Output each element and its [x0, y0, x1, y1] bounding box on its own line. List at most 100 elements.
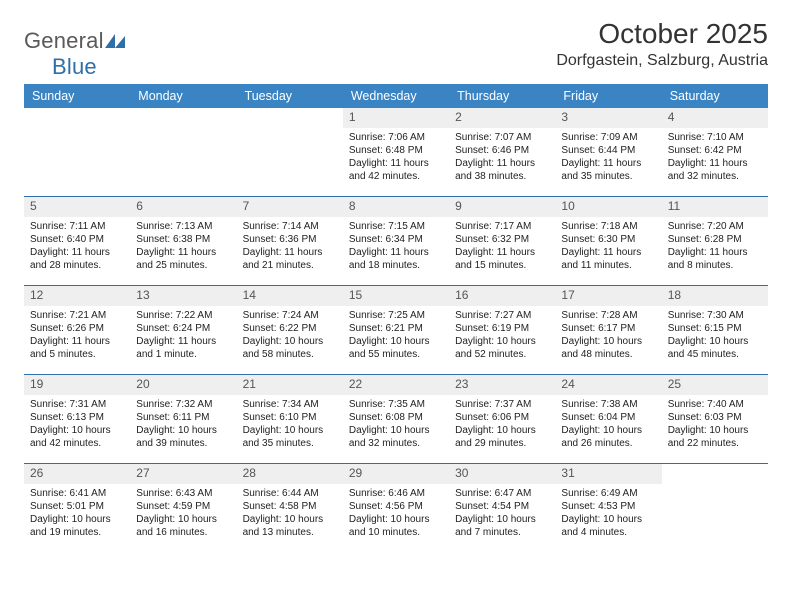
weekday-header: Tuesday — [237, 84, 343, 108]
page-header: GeneralBlue October 2025 Dorfgastein, Sa… — [24, 18, 768, 80]
day-number: 3 — [555, 108, 661, 128]
day-number: 15 — [343, 286, 449, 306]
daylight-text: Daylight: 10 hours and 35 minutes. — [243, 424, 337, 450]
calendar-page: GeneralBlue October 2025 Dorfgastein, Sa… — [0, 0, 792, 552]
calendar-day-cell: 23Sunrise: 7:37 AMSunset: 6:06 PMDayligh… — [449, 375, 555, 463]
sunset-text: Sunset: 6:26 PM — [30, 322, 124, 335]
weekday-header: Saturday — [662, 84, 768, 108]
daylight-text: Daylight: 10 hours and 22 minutes. — [668, 424, 762, 450]
sunset-text: Sunset: 6:32 PM — [455, 233, 549, 246]
calendar-day-cell: 5Sunrise: 7:11 AMSunset: 6:40 PMDaylight… — [24, 197, 130, 285]
sunrise-text: Sunrise: 7:14 AM — [243, 220, 337, 233]
day-number: 23 — [449, 375, 555, 395]
sunset-text: Sunset: 4:54 PM — [455, 500, 549, 513]
day-number: 1 — [343, 108, 449, 128]
sunset-text: Sunset: 6:11 PM — [136, 411, 230, 424]
sunrise-text: Sunrise: 6:47 AM — [455, 487, 549, 500]
daylight-text: Daylight: 11 hours and 38 minutes. — [455, 157, 549, 183]
daylight-text: Daylight: 10 hours and 7 minutes. — [455, 513, 549, 539]
sunset-text: Sunset: 6:24 PM — [136, 322, 230, 335]
daylight-text: Daylight: 11 hours and 5 minutes. — [30, 335, 124, 361]
daylight-text: Daylight: 10 hours and 29 minutes. — [455, 424, 549, 450]
calendar-week-row: 5Sunrise: 7:11 AMSunset: 6:40 PMDaylight… — [24, 196, 768, 285]
daylight-text: Daylight: 11 hours and 42 minutes. — [349, 157, 443, 183]
sunset-text: Sunset: 6:17 PM — [561, 322, 655, 335]
calendar-day-cell: 14Sunrise: 7:24 AMSunset: 6:22 PMDayligh… — [237, 286, 343, 374]
day-number: 9 — [449, 197, 555, 217]
day-details: Sunrise: 7:21 AMSunset: 6:26 PMDaylight:… — [24, 306, 130, 365]
sunset-text: Sunset: 6:03 PM — [668, 411, 762, 424]
daylight-text: Daylight: 10 hours and 4 minutes. — [561, 513, 655, 539]
day-details: Sunrise: 7:24 AMSunset: 6:22 PMDaylight:… — [237, 306, 343, 365]
day-details: Sunrise: 7:34 AMSunset: 6:10 PMDaylight:… — [237, 395, 343, 454]
sunrise-text: Sunrise: 7:30 AM — [668, 309, 762, 322]
day-number: 18 — [662, 286, 768, 306]
calendar-week-row: 26Sunrise: 6:41 AMSunset: 5:01 PMDayligh… — [24, 463, 768, 552]
sunrise-text: Sunrise: 7:10 AM — [668, 131, 762, 144]
daylight-text: Daylight: 11 hours and 25 minutes. — [136, 246, 230, 272]
day-number: 12 — [24, 286, 130, 306]
title-block: October 2025 Dorfgastein, Salzburg, Aust… — [556, 18, 768, 70]
weekday-header-row: Sunday Monday Tuesday Wednesday Thursday… — [24, 84, 768, 108]
day-number: 8 — [343, 197, 449, 217]
calendar-day-cell: 15Sunrise: 7:25 AMSunset: 6:21 PMDayligh… — [343, 286, 449, 374]
day-details: Sunrise: 7:25 AMSunset: 6:21 PMDaylight:… — [343, 306, 449, 365]
sunrise-text: Sunrise: 6:46 AM — [349, 487, 443, 500]
calendar-day-cell: 3Sunrise: 7:09 AMSunset: 6:44 PMDaylight… — [555, 108, 661, 196]
weekday-header: Sunday — [24, 84, 130, 108]
day-details: Sunrise: 7:20 AMSunset: 6:28 PMDaylight:… — [662, 217, 768, 276]
day-number: 14 — [237, 286, 343, 306]
day-number: 7 — [237, 197, 343, 217]
sunrise-text: Sunrise: 7:38 AM — [561, 398, 655, 411]
sunrise-text: Sunrise: 7:24 AM — [243, 309, 337, 322]
day-details: Sunrise: 6:44 AMSunset: 4:58 PMDaylight:… — [237, 484, 343, 543]
day-details: Sunrise: 7:09 AMSunset: 6:44 PMDaylight:… — [555, 128, 661, 187]
day-number: 25 — [662, 375, 768, 395]
daylight-text: Daylight: 11 hours and 15 minutes. — [455, 246, 549, 272]
day-number: 13 — [130, 286, 236, 306]
calendar-grid: Sunday Monday Tuesday Wednesday Thursday… — [24, 84, 768, 552]
sunset-text: Sunset: 4:58 PM — [243, 500, 337, 513]
sunset-text: Sunset: 6:04 PM — [561, 411, 655, 424]
daylight-text: Daylight: 10 hours and 16 minutes. — [136, 513, 230, 539]
weekday-header: Monday — [130, 84, 236, 108]
day-number: 10 — [555, 197, 661, 217]
sunrise-text: Sunrise: 6:49 AM — [561, 487, 655, 500]
daylight-text: Daylight: 10 hours and 10 minutes. — [349, 513, 443, 539]
day-details: Sunrise: 7:14 AMSunset: 6:36 PMDaylight:… — [237, 217, 343, 276]
sunset-text: Sunset: 6:08 PM — [349, 411, 443, 424]
sunset-text: Sunset: 4:53 PM — [561, 500, 655, 513]
calendar-day-cell — [237, 108, 343, 196]
day-number: 4 — [662, 108, 768, 128]
sunrise-text: Sunrise: 7:34 AM — [243, 398, 337, 411]
sunrise-text: Sunrise: 7:21 AM — [30, 309, 124, 322]
daylight-text: Daylight: 10 hours and 13 minutes. — [243, 513, 337, 539]
sunset-text: Sunset: 6:30 PM — [561, 233, 655, 246]
sunset-text: Sunset: 6:19 PM — [455, 322, 549, 335]
brand-logo: GeneralBlue — [24, 28, 125, 80]
day-number: 5 — [24, 197, 130, 217]
day-number: 26 — [24, 464, 130, 484]
day-number: 24 — [555, 375, 661, 395]
sunset-text: Sunset: 6:48 PM — [349, 144, 443, 157]
daylight-text: Daylight: 10 hours and 48 minutes. — [561, 335, 655, 361]
day-details: Sunrise: 7:28 AMSunset: 6:17 PMDaylight:… — [555, 306, 661, 365]
calendar-day-cell: 21Sunrise: 7:34 AMSunset: 6:10 PMDayligh… — [237, 375, 343, 463]
day-details: Sunrise: 7:17 AMSunset: 6:32 PMDaylight:… — [449, 217, 555, 276]
sunrise-text: Sunrise: 7:18 AM — [561, 220, 655, 233]
sunrise-text: Sunrise: 7:35 AM — [349, 398, 443, 411]
sunrise-text: Sunrise: 7:15 AM — [349, 220, 443, 233]
calendar-day-cell: 16Sunrise: 7:27 AMSunset: 6:19 PMDayligh… — [449, 286, 555, 374]
sunset-text: Sunset: 6:38 PM — [136, 233, 230, 246]
day-details: Sunrise: 6:46 AMSunset: 4:56 PMDaylight:… — [343, 484, 449, 543]
daylight-text: Daylight: 11 hours and 32 minutes. — [668, 157, 762, 183]
calendar-week-row: 1Sunrise: 7:06 AMSunset: 6:48 PMDaylight… — [24, 108, 768, 196]
sunrise-text: Sunrise: 7:06 AM — [349, 131, 443, 144]
sunrise-text: Sunrise: 7:32 AM — [136, 398, 230, 411]
calendar-day-cell: 4Sunrise: 7:10 AMSunset: 6:42 PMDaylight… — [662, 108, 768, 196]
calendar-day-cell: 20Sunrise: 7:32 AMSunset: 6:11 PMDayligh… — [130, 375, 236, 463]
sunset-text: Sunset: 4:59 PM — [136, 500, 230, 513]
daylight-text: Daylight: 11 hours and 18 minutes. — [349, 246, 443, 272]
sunset-text: Sunset: 6:06 PM — [455, 411, 549, 424]
daylight-text: Daylight: 11 hours and 21 minutes. — [243, 246, 337, 272]
